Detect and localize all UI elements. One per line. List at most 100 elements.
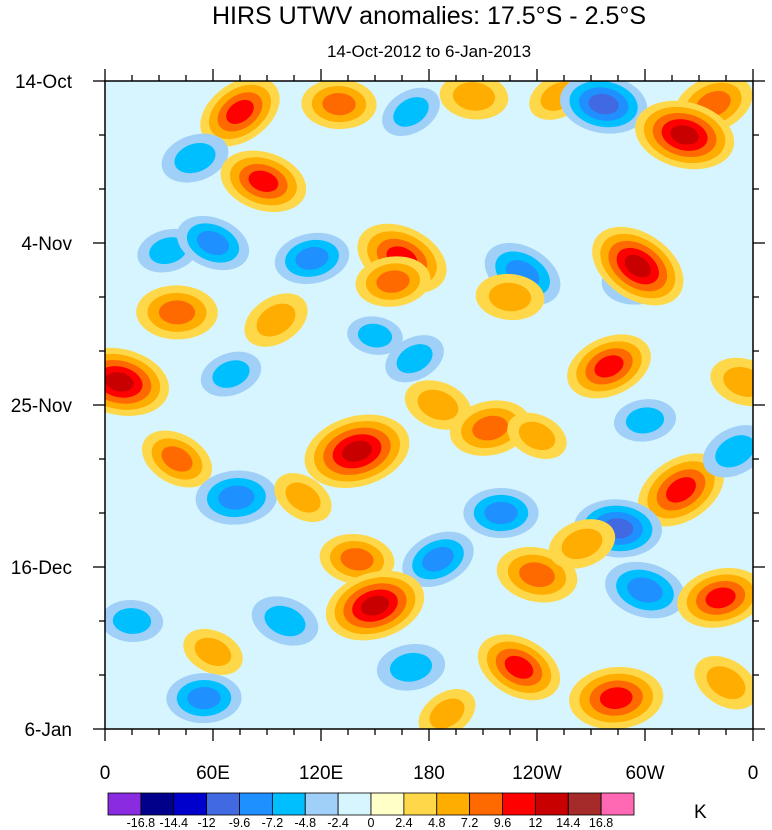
- colorbar-label: 12: [528, 816, 542, 830]
- axes: 0 60E 120E 180 120W 60W 0 14-Oct 4-Nov 25-Nov 16-D…: [11, 69, 765, 784]
- colorbar-swatch: [403, 792, 438, 816]
- anomaly-feature: [567, 334, 651, 399]
- anomaly-contour: [705, 587, 736, 609]
- anomaly-contour: [519, 562, 555, 588]
- anomaly-feature: [702, 425, 753, 478]
- colorbar-swatch: [304, 792, 339, 816]
- anomaly-feature: [220, 150, 307, 213]
- anomaly-feature: [418, 688, 476, 729]
- anomaly-feature: [694, 656, 753, 710]
- y-tick-label: 4-Nov: [21, 234, 72, 255]
- anomaly-contour: [417, 389, 459, 421]
- colorbar-swatch: [206, 792, 240, 816]
- colorbar-units: K: [694, 802, 707, 823]
- anomaly-feature: [355, 256, 431, 307]
- anomaly-contour: [429, 698, 465, 729]
- anomaly-feature: [304, 414, 410, 489]
- anomaly-contour: [194, 637, 232, 667]
- anomaly-feature: [449, 400, 531, 456]
- anomaly-contour: [360, 595, 390, 616]
- anomaly-feature: [439, 81, 509, 120]
- anomaly-contour: [396, 344, 433, 374]
- anomaly-contour: [295, 247, 329, 270]
- anomaly-feature: [105, 347, 170, 416]
- anomaly-contour: [389, 652, 433, 682]
- x-tick-label: 0: [100, 763, 111, 784]
- colorbar-swatch: [600, 792, 635, 816]
- chart-title: HIRS UTWV anomalies: 17.5°S - 2.5°S: [211, 2, 647, 30]
- anomaly-contour: [484, 501, 518, 525]
- chart-subtitle: 14-Oct-2012 to 6-Jan-2013: [326, 42, 532, 61]
- anomaly-contour: [340, 548, 374, 571]
- anomaly-contour: [187, 686, 221, 710]
- colorbar-label: -2.4: [327, 816, 349, 830]
- anomaly-contour: [342, 440, 372, 462]
- anomaly-contour: [112, 608, 152, 634]
- anomaly-contour: [518, 421, 556, 451]
- anomaly-feature: [677, 567, 753, 628]
- anomaly-feature: [105, 599, 164, 643]
- anomaly-contour: [594, 355, 624, 378]
- anomaly-contour: [625, 407, 665, 434]
- anomaly-contour: [218, 485, 255, 510]
- x-tick-label: 180: [413, 763, 445, 784]
- anomaly-feature: [475, 273, 545, 321]
- anomaly-feature: [404, 380, 472, 430]
- anomaly-feature: [559, 81, 648, 134]
- anomaly-feature: [477, 634, 561, 701]
- colorbar-label: 2.4: [395, 816, 412, 830]
- anomaly-feature: [385, 335, 444, 383]
- anomaly-feature: [402, 531, 474, 587]
- colorbar-label: 16.8: [589, 816, 613, 830]
- anomaly-feature: [200, 351, 262, 397]
- anomaly-contour: [561, 528, 603, 560]
- colorbar-label: 9.6: [494, 816, 511, 830]
- anomaly-contour: [357, 323, 393, 348]
- colorbar-swatch: [436, 792, 471, 816]
- anomaly-contour: [256, 303, 296, 337]
- colorbar-label: 14.4: [556, 816, 580, 830]
- anomaly-feature: [382, 87, 440, 137]
- colorbar-swatch: [469, 792, 503, 816]
- anomaly-contour: [322, 92, 356, 116]
- colorbar-swatch: [337, 792, 372, 816]
- colorbar-label: -9.6: [229, 816, 251, 830]
- colorbar-swatch: [502, 792, 536, 816]
- anomaly-feature: [301, 81, 377, 130]
- anomaly-contour: [666, 477, 696, 503]
- anomaly-feature: [548, 519, 616, 569]
- anomaly-contour: [715, 435, 753, 468]
- anomaly-feature: [463, 488, 539, 538]
- anomaly-contour: [670, 125, 699, 145]
- anomaly-feature: [710, 357, 753, 407]
- anomaly-feature: [325, 570, 425, 641]
- colorbar-label: -14.4: [160, 816, 189, 830]
- anomaly-feature: [347, 316, 403, 355]
- x-tick-label: 120W: [512, 763, 562, 784]
- anomaly-contour: [488, 282, 532, 312]
- anomaly-feature: [569, 666, 664, 729]
- anomaly-contour: [706, 666, 746, 700]
- anomaly-feature: [274, 232, 350, 284]
- anomaly-contour: [588, 93, 619, 115]
- colorbar-swatch: [271, 792, 306, 816]
- anomaly-feature: [200, 81, 280, 147]
- colorbar-swatch: [107, 792, 142, 816]
- anomaly-contour: [472, 415, 509, 441]
- anomaly-feature: [274, 473, 332, 523]
- y-tick-label: 14-Oct: [15, 72, 73, 93]
- anomaly-contour: [212, 360, 250, 388]
- x-tick-label: 0: [748, 763, 759, 784]
- colorbar-label: -12: [198, 816, 216, 830]
- colorbar-swatch: [534, 792, 569, 816]
- colorbar-swatch: [567, 792, 602, 816]
- colorbar-label: 4.8: [428, 816, 445, 830]
- anomaly-feature: [613, 399, 677, 442]
- anomaly-contour: [161, 446, 193, 472]
- anomaly-feature: [136, 285, 218, 340]
- anomaly-feature: [244, 293, 308, 347]
- colorbar-swatch: [239, 792, 273, 816]
- colorbar-label: 0: [368, 816, 375, 830]
- anomaly-contour: [226, 99, 254, 124]
